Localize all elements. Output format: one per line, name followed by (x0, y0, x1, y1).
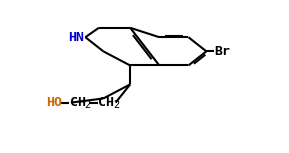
Text: 2: 2 (84, 100, 90, 110)
Text: Br: Br (214, 45, 230, 58)
Text: CH: CH (98, 96, 114, 109)
Text: HO: HO (46, 96, 62, 109)
Text: HN: HN (68, 31, 85, 44)
Text: CH: CH (70, 96, 86, 109)
Text: 2: 2 (113, 100, 119, 110)
